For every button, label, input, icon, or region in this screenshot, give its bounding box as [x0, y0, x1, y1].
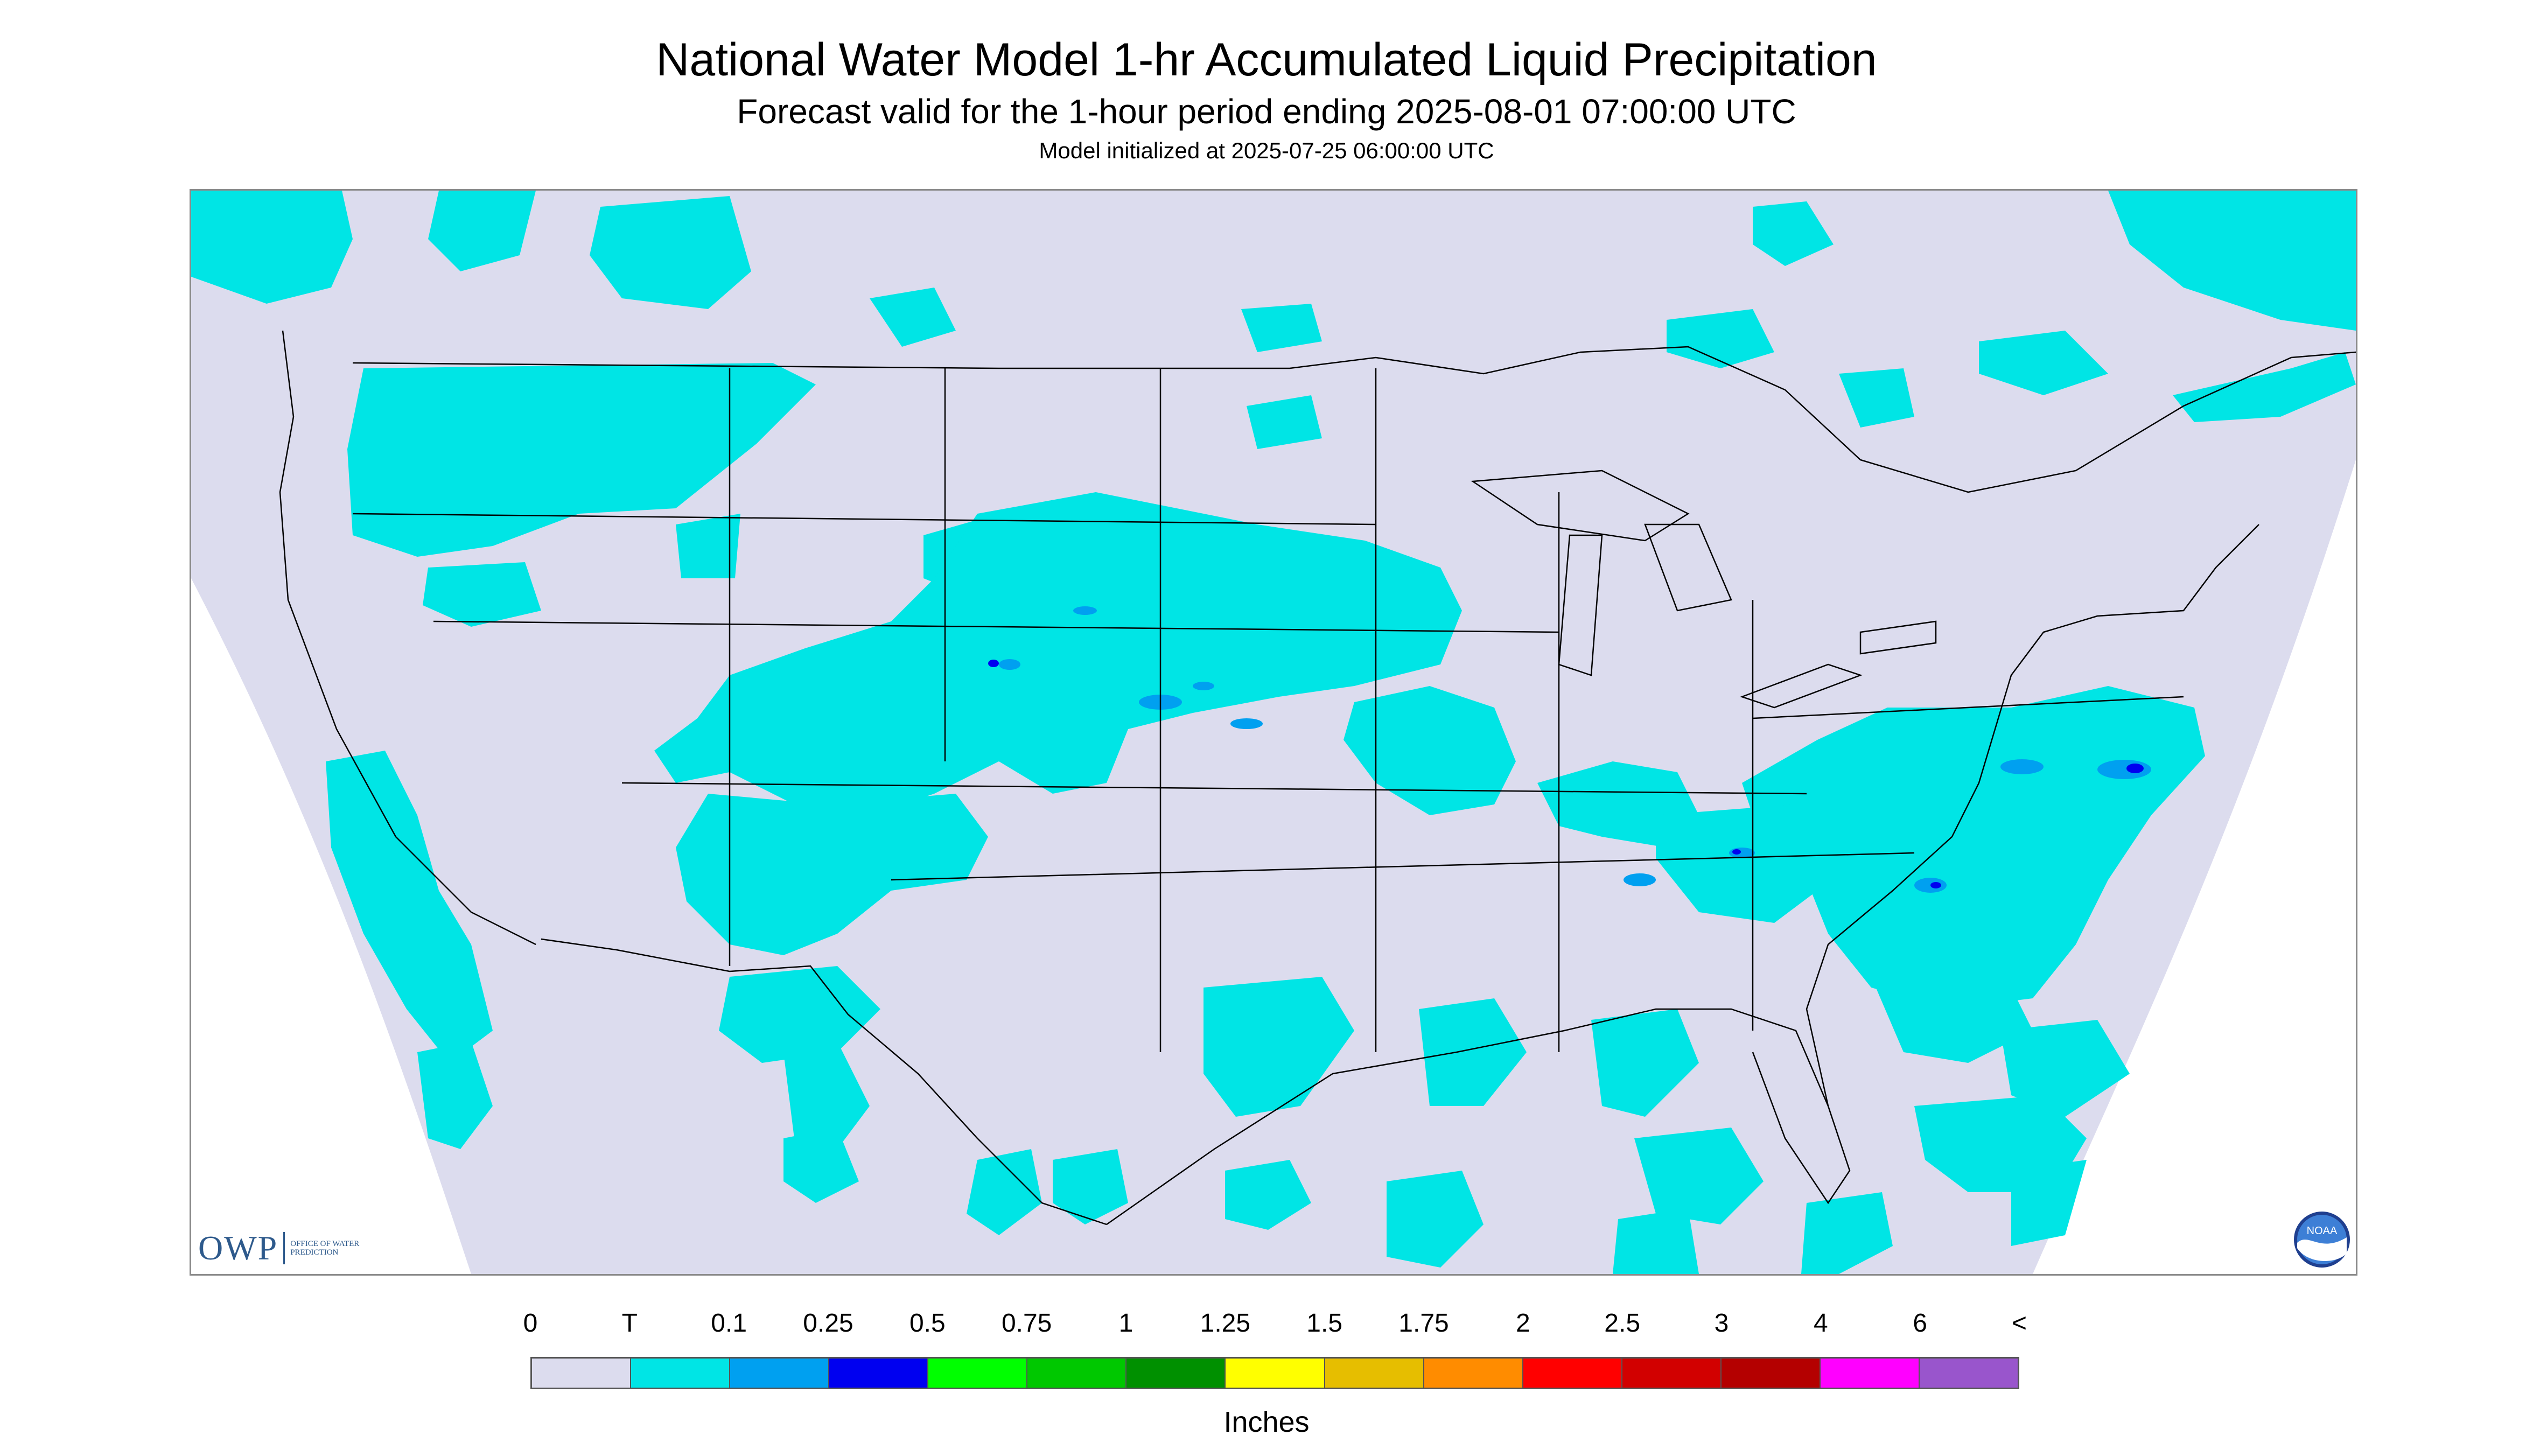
- map-title: National Water Model 1-hr Accumulated Li…: [656, 34, 1877, 86]
- legend-color-bar: [530, 1357, 2019, 1389]
- legend-units-label: Inches: [1223, 1406, 1310, 1438]
- state-line-9: [621, 782, 1807, 795]
- trace-precip-areas: [191, 191, 2356, 1274]
- legend-tick-label: T: [621, 1309, 638, 1338]
- pacific-coast: [279, 330, 536, 946]
- boundaries: [279, 330, 2356, 1226]
- legend-color-swatch: [1424, 1359, 1523, 1388]
- legend-tick-label: 0.75: [1001, 1309, 1052, 1338]
- owp-logo: OWP OFFICE OF WATER PREDICTION: [198, 1227, 371, 1270]
- legend-color-swatch: [1622, 1359, 1722, 1388]
- legend-color-swatch: [1126, 1359, 1226, 1388]
- legend-tick-label: 2: [1515, 1309, 1530, 1338]
- us-mexico-border: [541, 938, 1107, 1226]
- state-line-7: [352, 513, 1376, 526]
- great-lakes: [1471, 470, 1937, 709]
- owp-logo-divider: [283, 1232, 285, 1264]
- legend-color-swatch: [532, 1359, 632, 1388]
- atlantic-coast: [1806, 524, 2259, 1107]
- legend-tick-label: 0: [523, 1309, 538, 1338]
- legend-tick-label: 6: [1913, 1309, 1928, 1338]
- state-line-8: [433, 620, 1559, 633]
- noaa-logo-text: NOAA: [2307, 1225, 2338, 1237]
- legend-color-swatch: [1523, 1359, 1622, 1388]
- owp-logo-text: OWP: [198, 1229, 278, 1267]
- legend-color-swatch: [928, 1359, 1028, 1388]
- moderate-precip-areas: [988, 660, 2144, 888]
- state-line-10: [891, 852, 1915, 881]
- legend-tick-label: 0.25: [803, 1309, 853, 1338]
- legend-color-swatch: [1325, 1359, 1424, 1388]
- state-line-11: [1752, 696, 2184, 719]
- us-canada-border: [352, 346, 2356, 493]
- legend-tick-label: 2.5: [1604, 1309, 1641, 1338]
- legend-tick-label: <: [2011, 1309, 2027, 1338]
- precipitation-map: [190, 189, 2357, 1276]
- legend-tick-label: 4: [1813, 1309, 1828, 1338]
- owp-logo-subtext: OFFICE OF WATER PREDICTION: [290, 1240, 360, 1257]
- legend-color-swatch: [1820, 1359, 1920, 1388]
- legend-tick-label: 1.75: [1398, 1309, 1449, 1338]
- gulf-coast: [1106, 1008, 1851, 1226]
- legend-color-swatch: [631, 1359, 731, 1388]
- noaa-logo: NOAA: [2294, 1212, 2350, 1268]
- color-legend: 0 T 0.1 0.25 0.5 0.75 1 1.25 1.5 1.75 2 2.5 3 4 6 <: [523, 1308, 2027, 1416]
- legend-tick-label: 0.1: [711, 1309, 747, 1338]
- legend-tick-label: 3: [1714, 1309, 1729, 1338]
- legend-color-swatch: [829, 1359, 929, 1388]
- legend-tick-label: 0.5: [909, 1309, 946, 1338]
- legend-color-swatch: [1721, 1359, 1821, 1388]
- legend-tick-label: 1.25: [1200, 1309, 1251, 1338]
- map-canvas: [191, 191, 2356, 1274]
- legend-tick-label: 1.5: [1306, 1309, 1343, 1338]
- legend-color-swatch: [730, 1359, 830, 1388]
- model-init-text: Model initialized at 2025-07-25 06:00:00…: [1039, 138, 1494, 163]
- legend-color-swatch: [1919, 1359, 2018, 1388]
- map-subtitle: Forecast valid for the 1-hour period end…: [737, 92, 1796, 131]
- legend-tick-label: 1: [1118, 1309, 1133, 1338]
- legend-color-swatch: [1226, 1359, 1325, 1388]
- legend-color-swatch: [1027, 1359, 1127, 1388]
